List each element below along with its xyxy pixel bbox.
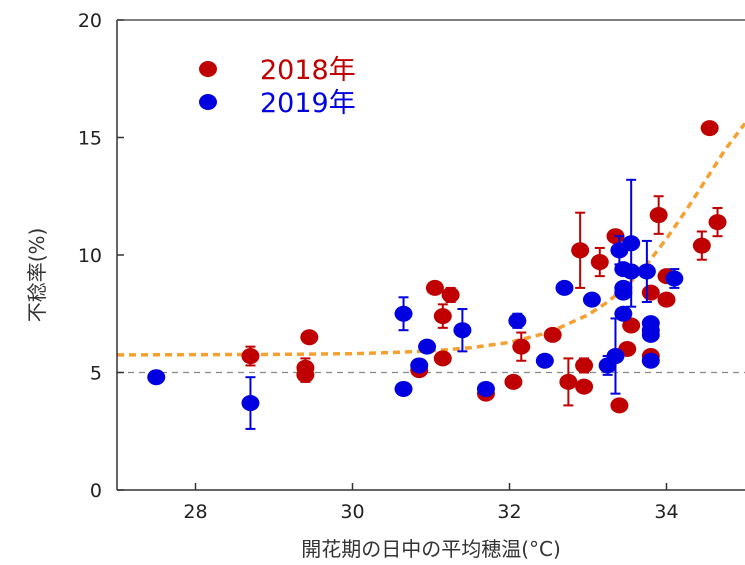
- data-point: [425, 279, 444, 296]
- data-point: [614, 305, 633, 322]
- data-point: [590, 254, 609, 271]
- legend-label: 2019年: [260, 88, 356, 119]
- series-2018: [241, 120, 727, 414]
- data-point: [571, 242, 590, 259]
- data-point: [614, 284, 633, 301]
- data-point: [665, 270, 684, 287]
- y-tick-label: 10: [78, 245, 102, 267]
- data-point: [441, 286, 460, 303]
- data-point: [622, 317, 641, 334]
- data-point: [649, 207, 668, 224]
- data-point: [582, 291, 601, 308]
- data-point: [637, 263, 656, 280]
- data-point: [147, 369, 166, 386]
- data-point: [555, 279, 574, 296]
- data-point: [418, 338, 437, 355]
- data-point: [394, 305, 413, 322]
- data-point: [433, 308, 452, 325]
- data-point: [296, 366, 315, 383]
- data-point: [610, 397, 629, 414]
- y-tick-label: 5: [90, 363, 102, 385]
- x-axis-label: 開花期の日中の平均穂温(°C): [301, 537, 561, 561]
- data-point: [692, 237, 711, 254]
- data-point: [657, 291, 676, 308]
- data-point: [606, 348, 625, 365]
- data-point: [543, 326, 562, 343]
- data-point: [241, 348, 260, 365]
- data-point: [700, 120, 719, 137]
- data-point: [622, 235, 641, 252]
- data-point: [394, 380, 413, 397]
- data-point: [535, 352, 554, 369]
- data-point: [508, 312, 527, 329]
- series-2019: [147, 178, 684, 430]
- data-point: [559, 373, 578, 390]
- data-point: [641, 326, 660, 343]
- data-point: [641, 284, 660, 301]
- x-tick-label: 28: [183, 501, 207, 523]
- data-point: [708, 214, 727, 231]
- y-axis-label: 不稔率(%): [25, 228, 49, 323]
- data-point: [241, 395, 260, 412]
- legend-label: 2018年: [260, 55, 356, 86]
- x-tick-label: 34: [654, 501, 678, 523]
- data-point: [433, 350, 452, 367]
- x-tick-label: 30: [340, 501, 364, 523]
- data-point: [300, 329, 319, 346]
- data-point: [410, 357, 429, 374]
- data-point: [504, 373, 523, 390]
- data-point: [575, 378, 594, 395]
- data-point: [622, 263, 641, 280]
- y-tick-label: 20: [78, 10, 102, 32]
- data-point: [476, 380, 495, 397]
- data-point: [453, 322, 472, 339]
- legend-marker: [199, 94, 217, 110]
- data-point: [575, 357, 594, 374]
- x-tick-label: 32: [497, 501, 521, 523]
- y-tick-label: 15: [78, 128, 102, 150]
- y-tick-label: 0: [90, 480, 102, 502]
- legend-marker: [199, 61, 217, 77]
- data-point: [512, 338, 531, 355]
- data-point: [641, 352, 660, 369]
